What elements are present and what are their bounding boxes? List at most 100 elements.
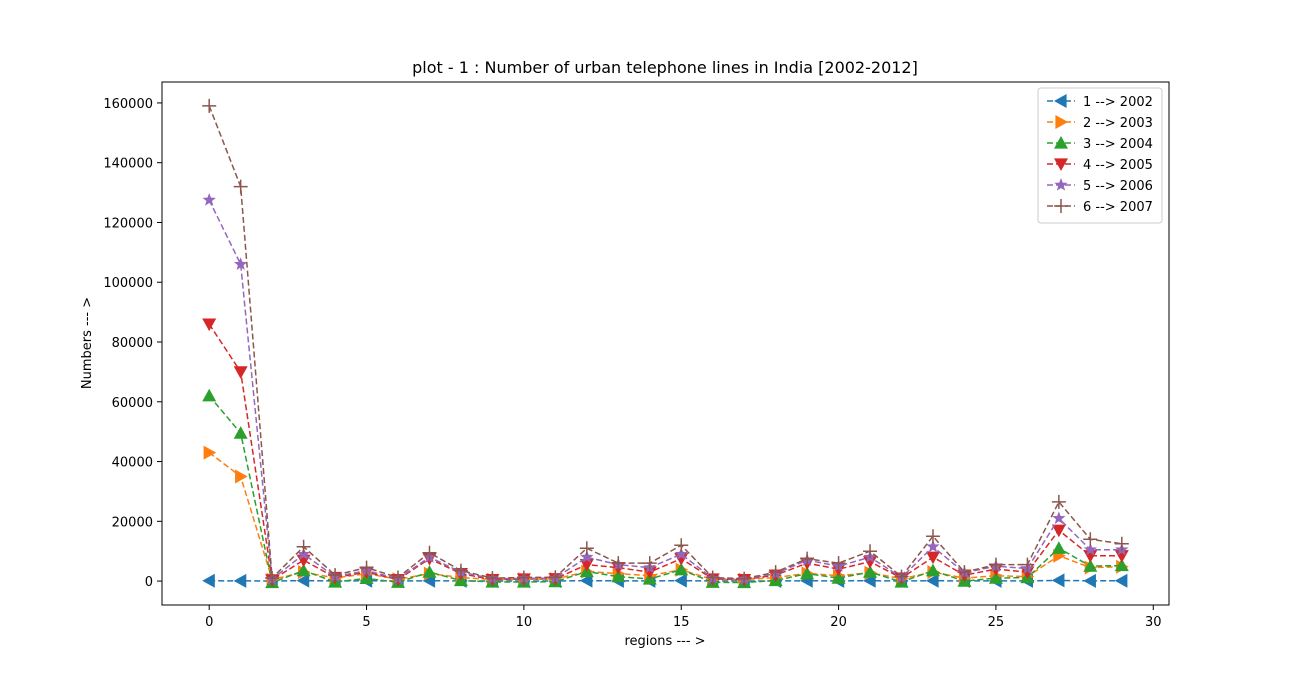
data-point bbox=[925, 551, 940, 565]
data-point bbox=[1083, 532, 1098, 547]
data-point bbox=[1020, 557, 1035, 572]
y-axis-label: Numbers --- > bbox=[80, 297, 95, 389]
data-point bbox=[1051, 541, 1066, 554]
data-point bbox=[202, 98, 217, 113]
data-point bbox=[1083, 573, 1096, 588]
data-point bbox=[234, 257, 248, 270]
data-point bbox=[831, 571, 846, 584]
data-point bbox=[674, 538, 689, 553]
x-tick-label: 25 bbox=[988, 615, 1005, 630]
legend-item: 3 --> 2004 bbox=[1047, 136, 1153, 152]
data-point bbox=[925, 563, 940, 577]
data-point bbox=[233, 366, 248, 379]
legend-marker bbox=[1054, 158, 1068, 171]
data-point bbox=[863, 565, 878, 578]
x-axis-label: regions --- > bbox=[624, 634, 705, 649]
data-point bbox=[863, 544, 878, 559]
legend-label: 5 --> 2006 bbox=[1083, 179, 1153, 194]
data-point bbox=[1083, 559, 1098, 572]
data-point bbox=[359, 560, 374, 575]
data-point bbox=[611, 569, 626, 583]
y-tick-label: 100000 bbox=[103, 276, 153, 291]
data-point bbox=[391, 570, 406, 585]
legend-label: 4 --> 2005 bbox=[1083, 158, 1153, 173]
data-point bbox=[1114, 536, 1129, 551]
data-point bbox=[894, 569, 909, 584]
x-tick-label: 15 bbox=[673, 615, 690, 630]
data-point bbox=[768, 565, 783, 580]
data-point bbox=[422, 565, 437, 578]
y-tick-label: 140000 bbox=[103, 157, 153, 172]
y-tick-label: 20000 bbox=[112, 515, 153, 530]
data-point bbox=[1114, 558, 1129, 572]
data-point bbox=[737, 571, 752, 586]
legend-label: 2 --> 2003 bbox=[1083, 116, 1153, 131]
legend-item: 5 --> 2006 bbox=[1047, 178, 1153, 194]
y-tick-label: 160000 bbox=[103, 97, 153, 112]
data-point bbox=[296, 539, 311, 554]
data-point bbox=[580, 550, 594, 563]
data-point bbox=[233, 426, 248, 439]
data-point bbox=[296, 573, 310, 588]
x-tick-label: 5 bbox=[362, 615, 370, 630]
data-point bbox=[202, 388, 217, 402]
data-point bbox=[611, 556, 626, 571]
legend-item: 4 --> 2005 bbox=[1047, 158, 1153, 173]
series-line-4 bbox=[208, 323, 1122, 582]
legend-marker bbox=[1054, 199, 1068, 213]
data-point bbox=[453, 563, 468, 578]
data-point bbox=[233, 573, 247, 588]
y-tick-label: 60000 bbox=[112, 396, 153, 411]
data-point bbox=[202, 573, 215, 588]
data-point bbox=[1114, 573, 1128, 588]
data-point bbox=[485, 571, 500, 586]
y-axis: 0 20000 40000 60000 80000 100000 120000 140000 1… bbox=[103, 97, 162, 590]
data-point bbox=[1051, 494, 1066, 509]
y-tick-label: 0 bbox=[145, 575, 153, 590]
legend-item: 1 --> 2002 bbox=[1047, 94, 1153, 110]
y-tick-label: 40000 bbox=[112, 456, 153, 471]
chart-title: plot - 1 : Number of urban telephone lin… bbox=[412, 58, 918, 77]
x-tick-label: 30 bbox=[1145, 615, 1162, 630]
data-point bbox=[988, 557, 1003, 572]
legend: 1 --> 2002 2 --> 2003 3 --> 2004 4 --> 2005… bbox=[1037, 87, 1163, 224]
data-point bbox=[202, 193, 216, 206]
data-point bbox=[579, 573, 593, 588]
series-6 bbox=[202, 98, 1129, 586]
data-point bbox=[926, 539, 940, 553]
data-point bbox=[831, 556, 846, 571]
data-point bbox=[233, 179, 248, 194]
x-tick-label: 20 bbox=[830, 615, 847, 630]
data-point bbox=[516, 570, 531, 585]
data-point bbox=[1051, 524, 1066, 538]
data-point bbox=[674, 573, 687, 588]
data-point bbox=[1083, 542, 1097, 556]
data-point bbox=[328, 568, 343, 583]
legend-item: 6 --> 2007 bbox=[1047, 199, 1153, 215]
data-point bbox=[642, 566, 657, 580]
legend-marker bbox=[1054, 136, 1068, 149]
data-point bbox=[925, 529, 940, 544]
data-point bbox=[579, 541, 594, 556]
data-point bbox=[296, 563, 311, 577]
data-point bbox=[674, 547, 688, 560]
legend-label: 1 --> 2002 bbox=[1083, 95, 1153, 110]
legend-label: 6 --> 2007 bbox=[1083, 200, 1153, 215]
data-point bbox=[235, 469, 248, 484]
data-point bbox=[548, 570, 563, 585]
data-point bbox=[265, 571, 280, 586]
series-line-3 bbox=[208, 395, 1122, 584]
data-point bbox=[1020, 566, 1035, 580]
data-point bbox=[988, 571, 1003, 584]
series-layer bbox=[202, 98, 1129, 589]
x-axis: 0 5 10 15 20 25 30 bbox=[205, 605, 1162, 630]
x-tick-label: 0 bbox=[205, 615, 213, 630]
data-point bbox=[800, 551, 815, 566]
data-point bbox=[800, 566, 815, 580]
legend-item: 2 --> 2003 bbox=[1047, 115, 1153, 131]
legend-marker bbox=[1054, 178, 1068, 191]
data-point bbox=[422, 545, 437, 560]
data-point bbox=[674, 562, 689, 576]
x-tick-label: 10 bbox=[516, 615, 533, 630]
